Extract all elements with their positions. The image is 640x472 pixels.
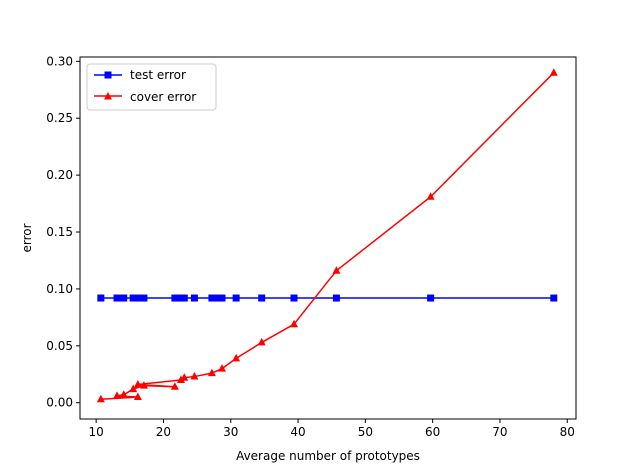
legend-label-cover-error: cover error (130, 90, 196, 104)
plot-frame (79, 56, 577, 420)
data-point-test-error (550, 294, 558, 302)
data-point-cover-error (96, 394, 105, 403)
y-tick-label: 0.15 (46, 225, 73, 239)
data-point-cover-error (176, 375, 185, 383)
data-point-cover-error (133, 380, 142, 388)
data-point-test-error (232, 294, 240, 302)
x-tick-label: 60 (425, 425, 440, 439)
data-point-cover-error (332, 266, 341, 274)
x-tick-label: 40 (290, 425, 305, 439)
x-tick-label: 20 (156, 425, 171, 439)
data-point-test-error (113, 294, 121, 302)
data-point-cover-error (180, 373, 189, 381)
data-point-test-error (427, 294, 435, 302)
data-point-test-error (140, 294, 148, 302)
data-point-cover-error (549, 68, 558, 76)
data-point-test-error (171, 294, 179, 302)
data-point-test-error (97, 294, 105, 302)
data-point-test-error (190, 294, 198, 302)
data-point-cover-error (133, 392, 142, 401)
data-point-cover-error (257, 337, 266, 346)
x-tick-label: 10 (89, 425, 104, 439)
data-point-cover-error (218, 364, 227, 372)
data-point-test-error (258, 294, 266, 302)
data-point-cover-error (139, 381, 148, 389)
legend-marker-test-error (104, 71, 112, 79)
y-axis-title: error (20, 223, 34, 252)
legend-label-test-error: test error (130, 68, 186, 82)
data-point-cover-error (290, 319, 299, 328)
x-axis-title: Average number of prototypes (236, 449, 420, 463)
y-tick-label: 0.05 (46, 339, 73, 353)
x-tick-label: 80 (560, 425, 575, 439)
data-point-cover-error (129, 384, 138, 393)
data-point-test-error (208, 294, 216, 302)
data-point-cover-error (170, 382, 179, 390)
data-point-test-error (129, 294, 137, 302)
data-point-test-error (214, 294, 222, 302)
y-tick-label: 0.30 (46, 54, 73, 68)
data-point-cover-error (207, 368, 216, 377)
legend: test error cover error (86, 63, 217, 111)
x-tick-label: 50 (358, 425, 373, 439)
data-point-cover-error (119, 390, 128, 398)
data-point-test-error (120, 294, 128, 302)
axes-layer: 10 20 30 40 50 60 70 80 0.00 0.05 0.10 0.15 0.20 0.25… (46, 54, 575, 439)
legend-marker-cover-error (104, 92, 112, 100)
x-tick-label: 70 (492, 425, 507, 439)
data-point-cover-error (113, 391, 122, 399)
y-tick-label: 0.25 (46, 111, 73, 125)
y-tick-label: 0.10 (46, 282, 73, 296)
data-point-cover-error (232, 353, 241, 362)
y-tick-label: 0.00 (46, 396, 73, 410)
data-point-test-error (332, 294, 340, 302)
data-point-test-error (218, 294, 226, 302)
data-point-test-error (180, 294, 188, 302)
plot-layer (96, 68, 558, 403)
x-tick-label: 30 (223, 425, 238, 439)
data-point-test-error (290, 294, 298, 302)
data-point-cover-error (426, 192, 435, 200)
data-point-cover-error (190, 372, 199, 380)
y-tick-label: 0.20 (46, 168, 73, 182)
data-point-test-error (134, 294, 142, 302)
